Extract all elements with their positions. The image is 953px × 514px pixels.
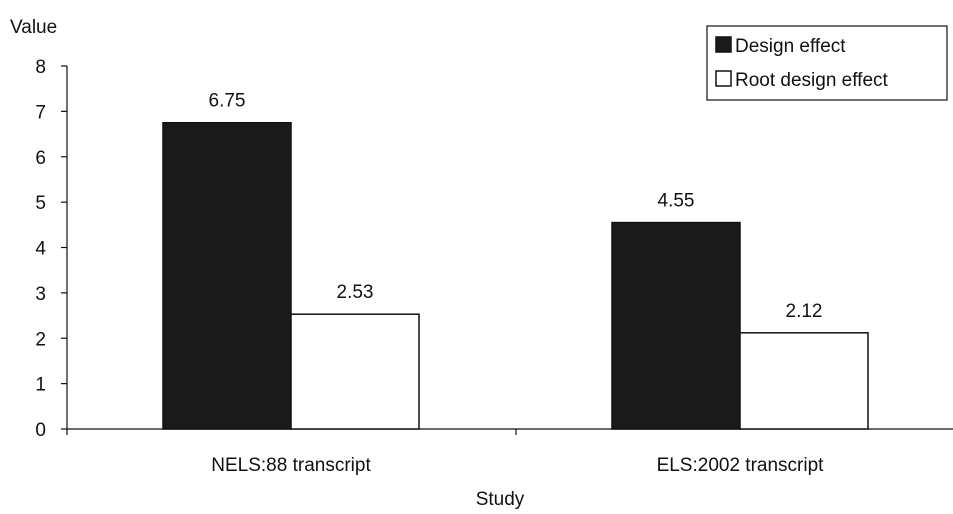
data-label: 4.55 [658, 191, 695, 212]
y-tick-label: 5 [35, 193, 46, 214]
bar-design-effect [611, 221, 741, 430]
y-tick-label: 0 [35, 420, 46, 441]
legend: Design effect Root design effect [706, 25, 948, 101]
bar-root-design-effect [290, 313, 420, 430]
y-tick-label: 3 [35, 284, 46, 305]
data-label: 2.12 [786, 301, 823, 322]
data-label: 2.53 [337, 282, 374, 303]
y-axis: 0 1 2 3 4 5 6 7 8 [35, 57, 68, 441]
legend-swatch-root-design-effect [715, 70, 732, 87]
x-axis-title: Study [476, 489, 525, 510]
category-labels: NELS:88 transcript ELS:2002 transcript [211, 455, 824, 476]
y-tick-label: 4 [35, 239, 46, 260]
data-labels: 6.75 2.53 4.55 2.12 [209, 91, 823, 322]
y-tick-label: 8 [35, 57, 46, 78]
category-label: ELS:2002 transcript [657, 455, 825, 476]
y-tick-label: 6 [35, 148, 46, 169]
legend-swatch-design-effect [715, 36, 732, 53]
y-tick-label: 1 [35, 375, 46, 396]
y-tick-label: 2 [35, 329, 46, 350]
data-label: 6.75 [209, 91, 246, 112]
y-tick-label: 7 [35, 102, 46, 123]
legend-label-design-effect: Design effect [735, 36, 846, 57]
y-axis-title: Value [10, 17, 57, 38]
bar-root-design-effect [739, 332, 869, 430]
legend-border [706, 25, 948, 101]
bar-design-effect [162, 121, 292, 430]
legend-label-root-design-effect: Root design effect [735, 70, 889, 91]
category-label: NELS:88 transcript [211, 455, 371, 476]
x-axis [66, 428, 953, 435]
bars [162, 121, 869, 430]
